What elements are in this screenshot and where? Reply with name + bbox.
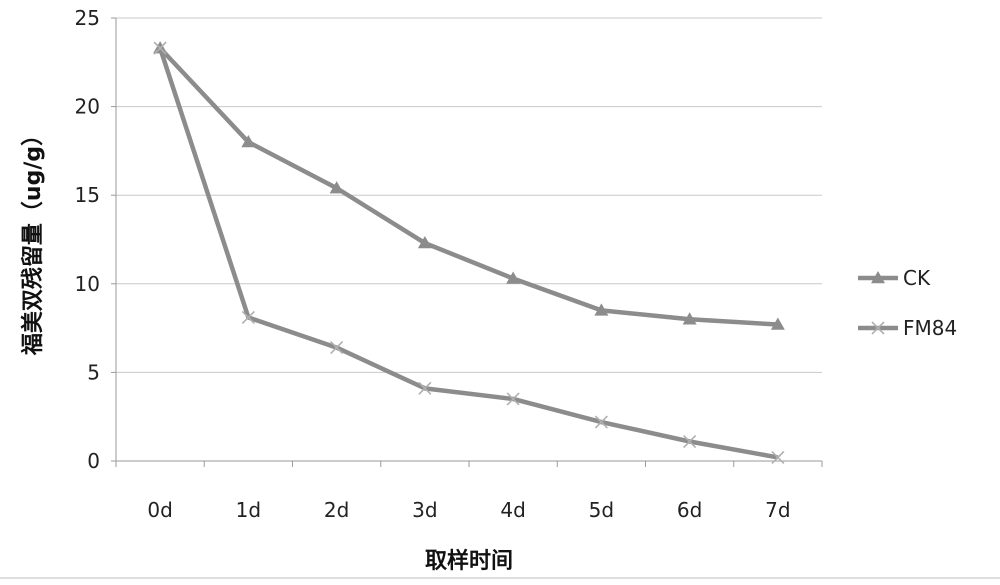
x-tick-label-0d: 0d: [147, 498, 172, 522]
y-tick-label-20: 20: [75, 95, 100, 119]
y-tick-label-15: 15: [75, 183, 100, 207]
legend-label-fm84: FM84: [903, 316, 957, 340]
x-tick-label-2d: 2d: [324, 498, 349, 522]
x-tick-label-5d: 5d: [589, 498, 614, 522]
x-tick-label-1d: 1d: [236, 498, 261, 522]
y-tick-label-25: 25: [75, 6, 100, 30]
series-line-ck: [160, 48, 778, 324]
series-line-fm84: [160, 48, 778, 457]
y-tick-label-10: 10: [75, 272, 100, 296]
x-tick-label-7d: 7d: [765, 498, 790, 522]
x-tick-label-6d: 6d: [677, 498, 702, 522]
legend: CK FM84: [858, 266, 957, 340]
y-tick-label-0: 0: [87, 449, 100, 473]
x-tick-label-3d: 3d: [412, 498, 437, 522]
x-axis-title: 取样时间: [425, 548, 513, 574]
y-axis-title: 福美双残留量（ug/g）: [20, 124, 46, 356]
x-tick-label-4d: 4d: [500, 498, 525, 522]
legend-label-ck: CK: [903, 266, 931, 290]
y-tick-label-5: 5: [87, 360, 100, 384]
series-lines: [153, 41, 785, 463]
